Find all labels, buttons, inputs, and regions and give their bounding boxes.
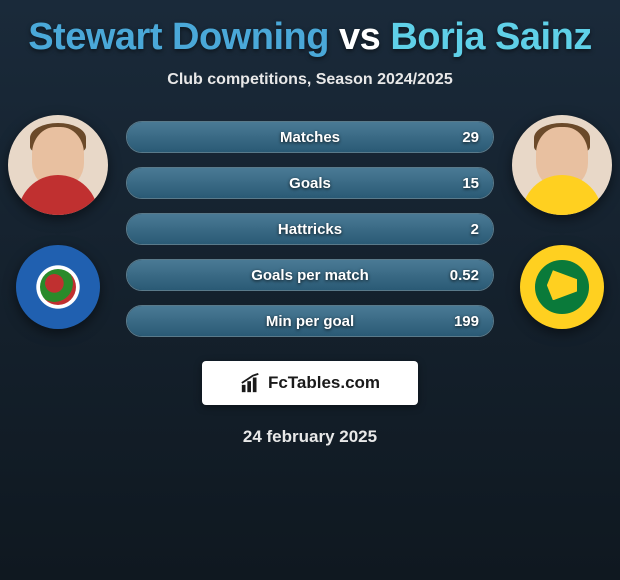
stat-row: Goals 15	[126, 167, 494, 199]
stat-label: Goals	[289, 175, 331, 192]
right-column	[512, 115, 612, 329]
page-title: Stewart Downing vs Borja Sainz	[0, 16, 620, 59]
comparison-card: Stewart Downing vs Borja Sainz Club comp…	[0, 0, 620, 457]
stat-value-right: 15	[462, 175, 479, 192]
stat-label: Matches	[280, 129, 340, 146]
branding-badge[interactable]: FcTables.com	[202, 361, 418, 405]
player1-avatar	[8, 115, 108, 215]
avatar-head	[32, 127, 84, 187]
stat-value-right: 0.52	[450, 267, 479, 284]
stat-label: Hattricks	[278, 221, 342, 238]
player1-club-badge	[16, 245, 100, 329]
stat-value-right: 2	[471, 221, 479, 238]
stat-row: Hattricks 2	[126, 213, 494, 245]
player2-name: Borja Sainz	[390, 16, 591, 58]
stats-list: Matches 29 Goals 15 Hattricks 2 Goals pe…	[126, 115, 494, 337]
stat-label: Goals per match	[251, 267, 369, 284]
subtitle: Club competitions, Season 2024/2025	[0, 71, 620, 89]
stat-value-right: 199	[454, 313, 479, 330]
stat-label: Min per goal	[266, 313, 354, 330]
player2-avatar	[512, 115, 612, 215]
stat-row: Min per goal 199	[126, 305, 494, 337]
avatar-head	[536, 127, 588, 187]
player1-name: Stewart Downing	[28, 16, 329, 58]
player2-club-badge	[520, 245, 604, 329]
branding-text: FcTables.com	[268, 373, 380, 393]
left-column	[8, 115, 108, 329]
stat-value-right: 29	[462, 129, 479, 146]
stat-row: Matches 29	[126, 121, 494, 153]
bar-chart-icon	[240, 372, 262, 394]
comparison-body: Matches 29 Goals 15 Hattricks 2 Goals pe…	[0, 115, 620, 337]
stat-row: Goals per match 0.52	[126, 259, 494, 291]
date-label: 24 february 2025	[0, 427, 620, 447]
vs-label: vs	[339, 16, 380, 58]
